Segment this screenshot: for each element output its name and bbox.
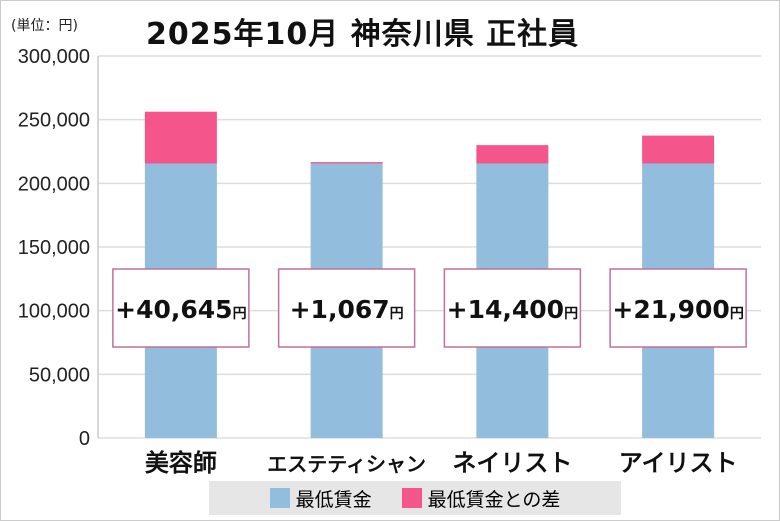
y-tick-label: 100,000 bbox=[18, 301, 90, 323]
data-label-unit: 円 bbox=[233, 306, 247, 322]
data-label: +1,067円 bbox=[290, 295, 404, 324]
chart-title: 2025年10月 神奈川県 正社員 bbox=[146, 17, 580, 52]
legend-label: 最低賃金との差 bbox=[427, 488, 561, 511]
bar-segment bbox=[144, 111, 217, 164]
y-tick-label: 50,000 bbox=[29, 364, 90, 386]
x-tick-label: アイリスト bbox=[619, 449, 738, 477]
data-label-unit: 円 bbox=[390, 306, 404, 322]
legend: 最低賃金 最低賃金との差 bbox=[209, 481, 621, 515]
data-label-unit: 円 bbox=[730, 306, 744, 322]
y-tick-label: 0 bbox=[79, 428, 90, 450]
data-label-box bbox=[443, 268, 582, 348]
legend-item-difference: 最低賃金との差 bbox=[401, 485, 561, 512]
bar-segment bbox=[642, 135, 715, 164]
x-tick-label: 美容師 bbox=[145, 449, 217, 477]
y-tick-label: 150,000 bbox=[18, 237, 90, 259]
y-tick-label: 250,000 bbox=[18, 110, 90, 132]
bar-segment bbox=[476, 145, 549, 164]
data-label-unit: 円 bbox=[564, 306, 578, 322]
bar-segment bbox=[310, 162, 383, 164]
data-label-box bbox=[609, 268, 747, 348]
data-label: +40,645円 bbox=[115, 295, 246, 324]
unit-label: (単位：円) bbox=[11, 18, 78, 34]
y-tick-label: 200,000 bbox=[18, 173, 90, 195]
data-label-box bbox=[112, 268, 250, 348]
legend-label: 最低賃金 bbox=[295, 488, 372, 511]
x-tick-label: ネイリスト bbox=[452, 449, 572, 477]
data-label: +21,900円 bbox=[612, 295, 743, 324]
data-label: +14,400円 bbox=[447, 295, 578, 324]
y-tick-label: 300,000 bbox=[18, 46, 90, 68]
legend-swatch bbox=[401, 488, 422, 508]
legend-swatch bbox=[269, 488, 290, 508]
legend-item-min-wage: 最低賃金 bbox=[269, 485, 372, 512]
data-label-box bbox=[277, 268, 416, 348]
x-tick-label: エステティシャン bbox=[267, 452, 426, 476]
